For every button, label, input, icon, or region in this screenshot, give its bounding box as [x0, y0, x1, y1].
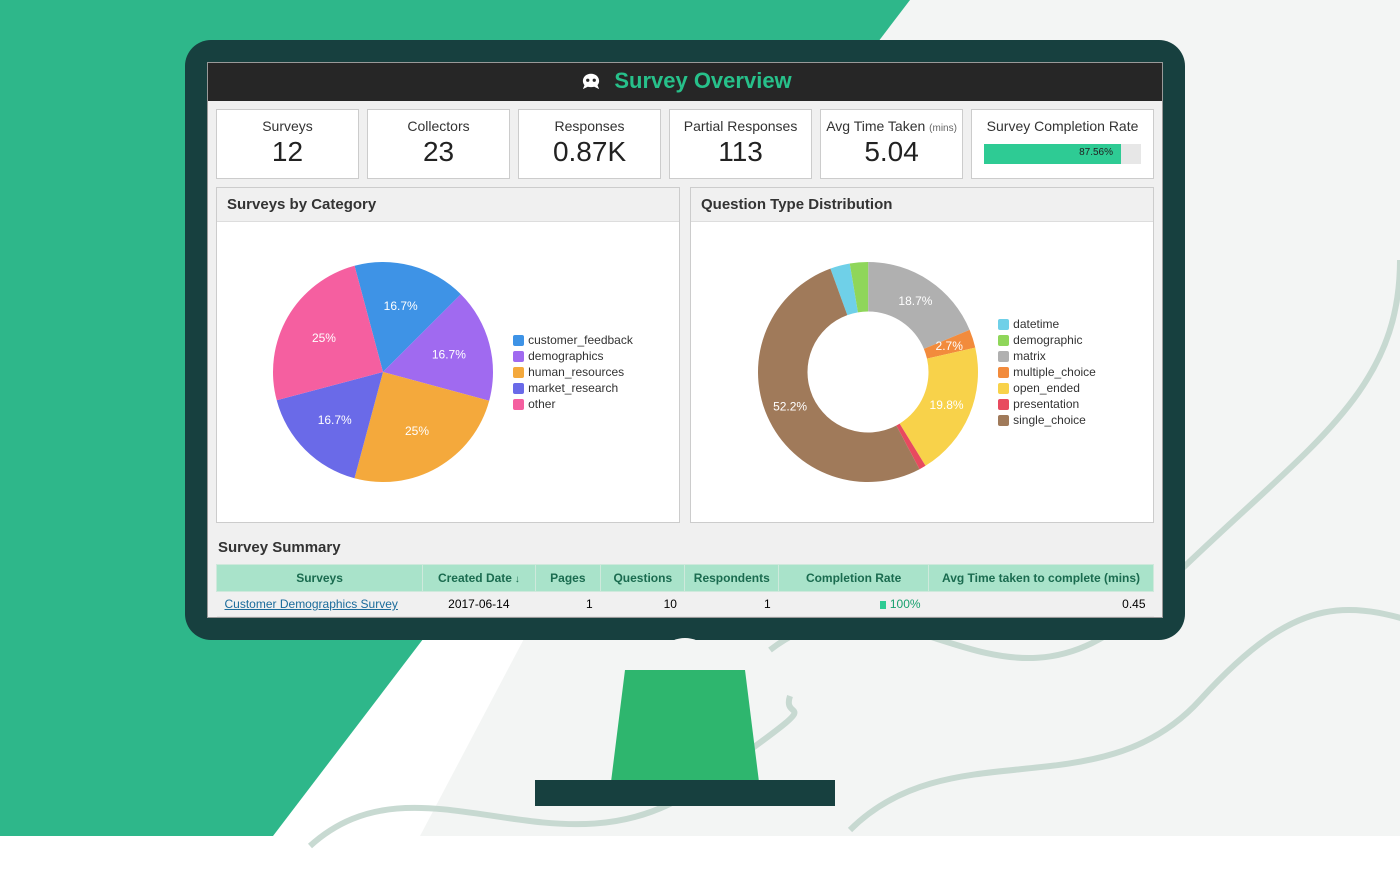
- completion-pct-text: 87.56%: [1079, 147, 1113, 158]
- pie-chart[interactable]: 16.7% 16.7% 25% 16.7% 25%: [263, 252, 503, 492]
- legend-label: multiple_choice: [1013, 365, 1096, 379]
- legend-item-other[interactable]: other: [513, 397, 633, 411]
- kpi-partial-responses[interactable]: Partial Responses 113: [669, 109, 812, 179]
- kpi-label: Collectors: [372, 118, 505, 134]
- kpi-label: Partial Responses: [674, 118, 807, 134]
- legend-label: presentation: [1013, 397, 1079, 411]
- slice-label: 18.7%: [899, 294, 933, 308]
- legend-label: other: [528, 397, 555, 411]
- panel-title: Surveys by Category: [217, 188, 679, 222]
- kpi-value: 113: [674, 136, 807, 168]
- legend-swatch: [513, 383, 524, 394]
- col-respondents[interactable]: Respondents: [685, 565, 779, 592]
- survey-link[interactable]: Customer Demographics Survey: [225, 597, 398, 611]
- kpi-label: Responses: [523, 118, 656, 134]
- legend-swatch: [998, 399, 1009, 410]
- legend-item-matrix[interactable]: matrix: [998, 349, 1096, 363]
- slice-label: 16.7%: [432, 347, 466, 361]
- completion-progress-bar: 87.56%: [984, 144, 1141, 164]
- panel-title: Survey Summary: [216, 531, 1154, 564]
- legend-label: human_resources: [528, 365, 624, 379]
- legend-label: demographics: [528, 349, 603, 363]
- donut-chart[interactable]: 18.7% 2.7% 19.8% 52.2%: [748, 252, 988, 492]
- pie-legend: customer_feedback demographics human_resou…: [513, 333, 633, 411]
- titlebar: Survey Overview: [208, 63, 1162, 101]
- slice-label: 52.2%: [773, 400, 807, 414]
- col-avg_time[interactable]: Avg Time taken to complete (mins): [929, 565, 1154, 592]
- kpi-completion-rate[interactable]: Survey Completion Rate 87.56%: [971, 109, 1154, 179]
- legend-item-demographics[interactable]: demographics: [513, 349, 633, 363]
- cell-created-date: 2017-06-14: [423, 592, 535, 617]
- slice-label: 16.7%: [384, 299, 418, 313]
- legend-item-presentation[interactable]: presentation: [998, 397, 1096, 411]
- slice-label: 25%: [312, 331, 336, 345]
- legend-item-market_research[interactable]: market_research: [513, 381, 633, 395]
- col-completion[interactable]: Completion Rate: [779, 565, 929, 592]
- cell-avg-time: 0.45: [929, 592, 1154, 617]
- summary-table: SurveysCreated Date ↓PagesQuestionsRespo…: [216, 564, 1154, 617]
- monkey-logo-icon: [578, 71, 604, 91]
- slice-label: 19.8%: [930, 398, 964, 412]
- col-surveys[interactable]: Surveys: [217, 565, 423, 592]
- panel-surveys-by-category: Surveys by Category 16.7% 16.7% 25% 16.7% 25…: [216, 187, 680, 523]
- legend-swatch: [513, 399, 524, 410]
- cell-questions: 10: [601, 592, 685, 617]
- monitor-frame: Survey Overview Surveys 12 Collectors 23…: [185, 40, 1185, 640]
- legend-swatch: [513, 367, 524, 378]
- col-questions[interactable]: Questions: [601, 565, 685, 592]
- legend-swatch: [998, 367, 1009, 378]
- legend-label: single_choice: [1013, 413, 1086, 427]
- legend-label: demographic: [1013, 333, 1082, 347]
- cell-completion: 100%: [779, 592, 929, 617]
- kpi-value: 0.87K: [523, 136, 656, 168]
- legend-label: market_research: [528, 381, 618, 395]
- kpi-row: Surveys 12 Collectors 23 Responses 0.87K…: [208, 101, 1162, 187]
- slice-label: 25%: [405, 424, 429, 438]
- kpi-avg-time[interactable]: Avg Time Taken (mins) 5.04: [820, 109, 963, 179]
- donut-legend: datetime demographic matrix multiple_choice…: [998, 317, 1096, 427]
- legend-swatch: [513, 335, 524, 346]
- legend-label: open_ended: [1013, 381, 1080, 395]
- dashboard-screen: Survey Overview Surveys 12 Collectors 23…: [207, 62, 1163, 618]
- kpi-value: 23: [372, 136, 505, 168]
- legend-item-datetime[interactable]: datetime: [998, 317, 1096, 331]
- legend-item-customer_feedback[interactable]: customer_feedback: [513, 333, 633, 347]
- legend-swatch: [998, 335, 1009, 346]
- legend-item-demographic[interactable]: demographic: [998, 333, 1096, 347]
- legend-item-single_choice[interactable]: single_choice: [998, 413, 1096, 427]
- legend-label: customer_feedback: [528, 333, 633, 347]
- col-pages[interactable]: Pages: [535, 565, 601, 592]
- panel-survey-summary: Survey Summary SurveysCreated Date ↓Page…: [208, 531, 1162, 617]
- legend-swatch: [998, 351, 1009, 362]
- legend-swatch: [998, 383, 1009, 394]
- legend-label: matrix: [1013, 349, 1046, 363]
- sort-desc-icon: ↓: [512, 574, 520, 585]
- panel-title: Question Type Distribution: [691, 188, 1153, 222]
- kpi-collectors[interactable]: Collectors 23: [367, 109, 510, 179]
- cell-pages: 1: [535, 592, 601, 617]
- kpi-label: Survey Completion Rate: [976, 118, 1149, 134]
- legend-swatch: [513, 351, 524, 362]
- kpi-value: 12: [221, 136, 354, 168]
- legend-swatch: [998, 415, 1009, 426]
- cell-respondents: 1: [685, 592, 779, 617]
- slice-label: 16.7%: [318, 413, 352, 427]
- legend-item-human_resources[interactable]: human_resources: [513, 365, 633, 379]
- kpi-surveys[interactable]: Surveys 12: [216, 109, 359, 179]
- legend-item-multiple_choice[interactable]: multiple_choice: [998, 365, 1096, 379]
- slice-label: 2.7%: [936, 339, 964, 353]
- table-row[interactable]: Customer Demographics Survey2017-06-1411…: [217, 592, 1154, 617]
- legend-label: datetime: [1013, 317, 1059, 331]
- kpi-value: 5.04: [825, 136, 958, 168]
- kpi-label: Surveys: [221, 118, 354, 134]
- kpi-responses[interactable]: Responses 0.87K: [518, 109, 661, 179]
- legend-swatch: [998, 319, 1009, 330]
- panel-question-type-distribution: Question Type Distribution 18.7% 2.7% 19.8…: [690, 187, 1154, 523]
- cell-surveys: Customer Demographics Survey: [217, 592, 423, 617]
- kpi-label: Avg Time Taken (mins): [825, 118, 958, 134]
- page-title: Survey Overview: [614, 68, 791, 94]
- legend-item-open_ended[interactable]: open_ended: [998, 381, 1096, 395]
- col-created_date[interactable]: Created Date ↓: [423, 565, 535, 592]
- completion-bar-icon: [880, 601, 886, 609]
